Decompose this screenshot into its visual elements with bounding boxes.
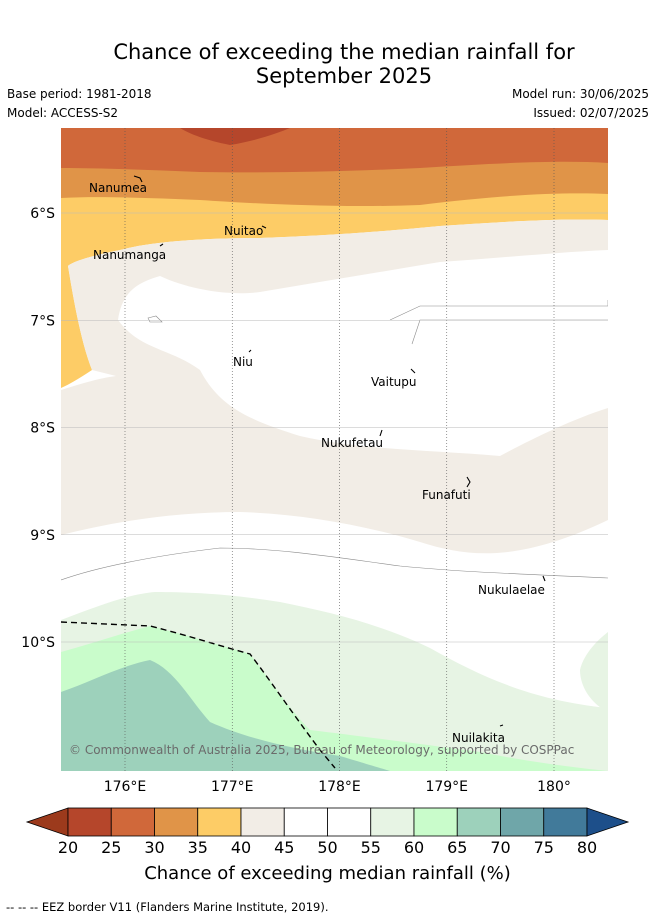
- place-label: Vaitupu: [371, 375, 417, 389]
- y-tick-labels: 6°S 7°S 8°S 9°S 10°S: [21, 206, 55, 651]
- place-labels: Nanumea Nuitao Nanumanga Niu Vaitupu Nukufeta…: [89, 181, 545, 745]
- colorbar-segment: [240, 807, 285, 837]
- chart-title: Chance of exceeding the median rainfall …: [60, 40, 628, 88]
- colorbar-segment: [283, 807, 328, 837]
- gridlines: [61, 128, 608, 771]
- band-40-45: [61, 219, 608, 554]
- map-area: [61, 128, 608, 771]
- colorbar-tick-label: 45: [274, 838, 294, 857]
- colorbar-under-arrow: [25, 807, 69, 837]
- base-period: Base period: 1981-2018: [7, 87, 152, 101]
- x-tick-label: 179°E: [425, 779, 468, 795]
- colorbar-segment: [543, 807, 588, 837]
- title-line-2: September 2025: [255, 64, 433, 88]
- colorbar-label: Chance of exceeding median rainfall (%): [144, 863, 511, 884]
- colorbar-tick-label: 25: [101, 838, 121, 857]
- colorbar: 20 25 30 35 40 45 50 55 60 65 70 75 80: [25, 807, 630, 857]
- copyright-notice: © Commonwealth of Australia 2025, Bureau…: [69, 743, 574, 757]
- y-tick-label: 10°S: [21, 635, 55, 651]
- place-label: Nuilakita: [452, 731, 505, 745]
- place-label: Nukulaelae: [478, 583, 545, 597]
- title-line-1: Chance of exceeding the median rainfall …: [113, 40, 575, 64]
- x-tick-label: 176°E: [104, 779, 147, 795]
- x-tick-label: 180°: [537, 779, 571, 795]
- x-tick-label: 177°E: [211, 779, 254, 795]
- island-marks: [133, 175, 546, 727]
- colorbar-segment: [413, 807, 458, 837]
- place-label: Nukufetau: [321, 436, 383, 450]
- colorbar-segment: [154, 807, 199, 837]
- colorbar-tick-label: 55: [361, 838, 381, 857]
- place-label: Nuitao: [224, 224, 263, 238]
- colorbar-segment: [67, 807, 112, 837]
- band-65-70: [61, 660, 390, 771]
- colorbar-segment: [197, 807, 242, 837]
- colorbar-tick-label: 80: [577, 838, 597, 857]
- place-label: Niu: [233, 355, 253, 369]
- colorbar-segment: [500, 807, 545, 837]
- colorbar-tick-label: 70: [490, 838, 510, 857]
- band-25-30: [61, 128, 608, 173]
- y-tick-label: 7°S: [30, 313, 55, 329]
- colorbar-tick-label: 20: [58, 838, 78, 857]
- place-label: Funafuti: [422, 488, 471, 502]
- y-tick-label: 9°S: [30, 528, 55, 544]
- y-tick-label: 8°S: [30, 421, 55, 437]
- issued-date: Issued: 02/07/2025: [533, 106, 649, 120]
- colorbar-segment: [456, 807, 501, 837]
- colorbar-segment: [327, 807, 372, 837]
- place-label: Nanumanga: [93, 248, 166, 262]
- band-55-60-east: [580, 632, 608, 712]
- band-20-25: [180, 128, 290, 145]
- colorbar-tick-label: 60: [404, 838, 424, 857]
- model-run: Model run: 30/06/2025: [511, 87, 649, 101]
- colorbar-over-arrow: [586, 807, 630, 837]
- model-name: Model: ACCESS-S2: [7, 106, 119, 120]
- colorbar-tick-label: 30: [144, 838, 164, 857]
- footnote: -- -- -- EEZ border V11 (Flanders Marine…: [6, 900, 329, 914]
- colorbar-tick-label: 75: [534, 838, 554, 857]
- colorbar-tick-label: 50: [317, 838, 337, 857]
- y-tick-label: 6°S: [30, 206, 55, 222]
- eez-border: [61, 621, 336, 769]
- x-tick-labels: 176°E 177°E 178°E 179°E 180°: [104, 779, 571, 795]
- colorbar-tick-label: 35: [188, 838, 208, 857]
- x-tick-label: 178°E: [318, 779, 361, 795]
- colorbar-segment: [370, 807, 415, 837]
- colorbar-tick-label: 40: [231, 838, 251, 857]
- colorbar-segment: [110, 807, 155, 837]
- place-label: Nanumea: [89, 181, 147, 195]
- colorbar-tick-label: 65: [447, 838, 467, 857]
